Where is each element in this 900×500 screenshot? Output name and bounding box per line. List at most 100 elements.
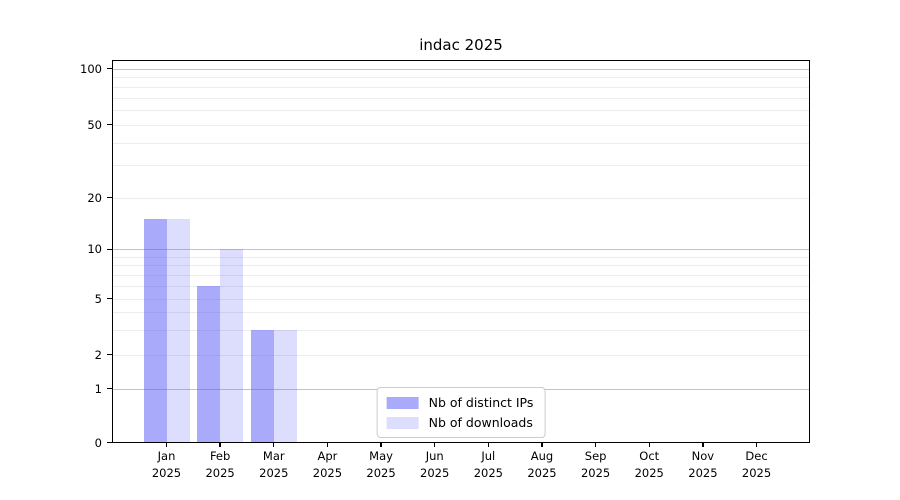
- y-tick-mark-100: [107, 68, 112, 70]
- bar-distinct-ips-feb: [197, 285, 221, 442]
- x-tick-month: Jul: [481, 449, 496, 463]
- x-tick-label-apr: Apr 2025: [299, 448, 355, 482]
- x-tick-month: Sep: [584, 449, 607, 463]
- x-tick-month: May: [369, 449, 393, 463]
- y-tick-label-50: 50: [87, 117, 102, 132]
- bar-distinct-ips-mar: [250, 329, 274, 442]
- y-tick-mark-2: [107, 353, 112, 356]
- x-tick-year: 2025: [259, 466, 289, 480]
- y-tick-label-1: 1: [94, 381, 102, 396]
- x-tick-mark-jul: [487, 443, 489, 447]
- y-gridline-minor-20: [113, 197, 809, 199]
- y-gridline-minor-50: [113, 124, 809, 126]
- x-tick-label-jan: Jan 2025: [139, 448, 195, 482]
- x-tick-year: 2025: [634, 466, 664, 480]
- y-tick-mark-10: [107, 248, 112, 250]
- bar-downloads-mar: [273, 329, 297, 442]
- x-tick-month: Aug: [530, 449, 554, 463]
- x-tick-month: Feb: [209, 449, 231, 463]
- x-tick-label-jul: Jul 2025: [460, 448, 516, 482]
- x-tick-mark-may: [380, 443, 382, 447]
- x-tick-label-jun: Jun 2025: [407, 448, 463, 482]
- x-tick-mark-apr: [326, 443, 329, 447]
- y-gridline-minor-3: [113, 329, 809, 331]
- x-tick-month: Jan: [157, 449, 176, 463]
- bar-downloads-feb: [220, 249, 244, 442]
- x-tick-year: 2025: [312, 466, 343, 480]
- y-tick-mark-1: [107, 388, 112, 390]
- x-tick-year: 2025: [741, 466, 772, 480]
- x-tick-label-dec: Dec 2025: [729, 448, 785, 482]
- y-gridline-minor-90: [113, 77, 809, 79]
- x-tick-month: Mar: [262, 449, 285, 463]
- y-tick-mark-50: [107, 124, 112, 126]
- left-spine: [112, 60, 114, 443]
- legend: Nb of distinct IPs Nb of downloads: [376, 387, 546, 438]
- y-tick-label-10: 10: [87, 242, 102, 257]
- x-tick-year: 2025: [527, 466, 557, 480]
- bar-distinct-ips-jan: [143, 219, 167, 442]
- x-tick-month: Jun: [425, 449, 444, 463]
- y-gridline-minor-4: [113, 312, 809, 314]
- right-spine: [808, 60, 810, 443]
- y-tick-label-100: 100: [80, 61, 102, 76]
- y-tick-mark-0: [107, 441, 112, 444]
- x-tick-mark-nov: [702, 443, 704, 447]
- y-gridline-minor-5: [113, 298, 809, 300]
- x-tick-year: 2025: [580, 466, 611, 480]
- legend-label-downloads: Nb of downloads: [428, 415, 533, 430]
- x-tick-year: 2025: [688, 466, 718, 480]
- x-tick-label-oct: Oct 2025: [621, 448, 677, 482]
- legend-swatch-distinct-ips: [386, 396, 419, 409]
- top-spine: [112, 60, 810, 62]
- legend-row: Nb of downloads: [386, 415, 534, 430]
- y-gridline-minor-80: [113, 86, 809, 88]
- x-tick-label-may: May 2025: [353, 448, 409, 482]
- legend-row: Nb of distinct IPs: [386, 395, 534, 410]
- y-tick-label-0: 0: [94, 435, 102, 450]
- y-gridline-minor-70: [113, 97, 809, 99]
- x-tick-year: 2025: [473, 466, 503, 480]
- plot-area: 0 1 2 5 10 20 50 100 Jan 2025 Feb 2025 Mar 2025 Apr 20…: [80, 60, 810, 480]
- y-gridline-minor-60: [113, 110, 809, 112]
- x-tick-label-aug: Aug 2025: [514, 448, 570, 482]
- x-tick-mark-feb: [219, 443, 221, 447]
- y-tick-mark-20: [107, 197, 112, 199]
- y-gridline-minor-2: [113, 354, 809, 356]
- legend-label-distinct-ips: Nb of distinct IPs: [428, 395, 534, 410]
- bottom-spine: [112, 441, 810, 443]
- x-tick-year: 2025: [205, 466, 235, 480]
- x-tick-mark-oct: [648, 443, 650, 447]
- x-tick-month: Oct: [639, 449, 660, 463]
- x-tick-mark-mar: [273, 443, 275, 447]
- x-tick-label-nov: Nov 2025: [675, 448, 731, 482]
- x-tick-mark-jun: [434, 443, 436, 447]
- legend-swatch-downloads: [386, 416, 419, 429]
- chart-title: indac 2025: [419, 36, 503, 54]
- bar-downloads-jan: [166, 219, 190, 442]
- y-gridline-minor-7: [113, 274, 809, 276]
- x-tick-mark-jan: [165, 443, 168, 447]
- x-tick-label-mar: Mar 2025: [246, 448, 302, 482]
- x-tick-mark-aug: [541, 443, 543, 447]
- y-gridline-minor-30: [113, 165, 809, 167]
- y-gridline-major-10: [113, 249, 809, 251]
- y-tick-label-20: 20: [87, 190, 102, 205]
- x-tick-year: 2025: [366, 466, 396, 480]
- x-tick-month: Apr: [317, 449, 338, 463]
- x-tick-year: 2025: [420, 466, 450, 480]
- y-tick-mark-5: [107, 298, 112, 300]
- x-tick-label-feb: Feb 2025: [192, 448, 248, 482]
- y-tick-label-2: 2: [94, 347, 102, 362]
- x-tick-month: Nov: [691, 449, 715, 463]
- y-gridline-minor-6: [113, 285, 809, 287]
- y-gridline-minor-8: [113, 265, 809, 267]
- y-gridline-minor-9: [113, 256, 809, 258]
- x-tick-mark-sep: [594, 443, 597, 447]
- x-tick-mark-dec: [755, 443, 758, 447]
- y-gridline-major-100: [113, 68, 809, 70]
- x-tick-label-sep: Sep 2025: [568, 448, 624, 482]
- x-tick-year: 2025: [151, 466, 182, 480]
- y-gridline-minor-40: [113, 142, 809, 144]
